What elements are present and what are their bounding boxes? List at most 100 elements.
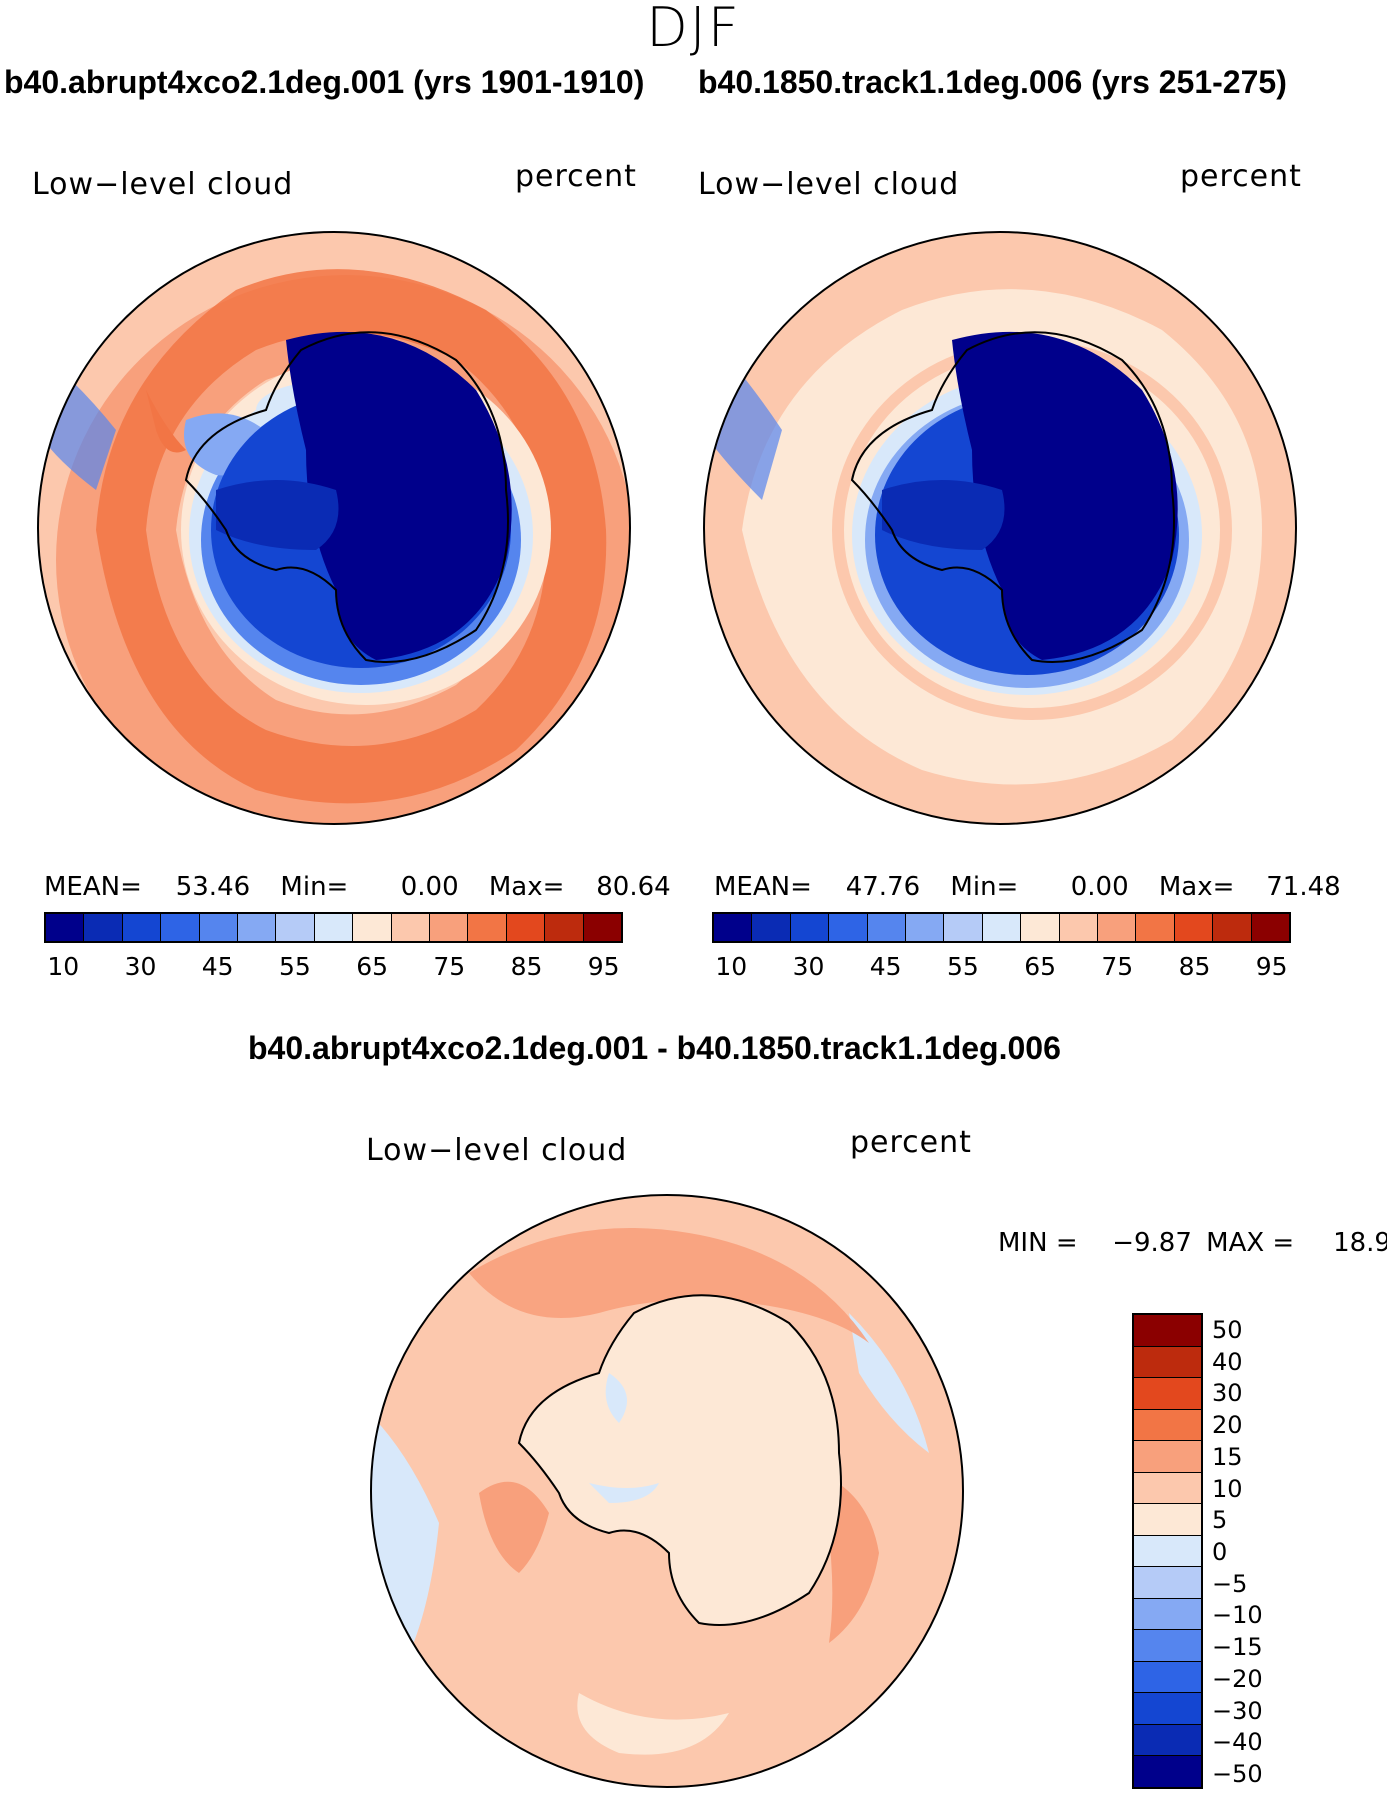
colorbar-tick-label: 30: [1212, 1379, 1243, 1408]
max-label: Max=: [488, 872, 565, 902]
colorbar-swatch: [506, 914, 546, 941]
colorbar-tick-label: 75: [433, 952, 466, 981]
colorbar-swatch: [944, 914, 983, 941]
colorbar-swatch: [1134, 1378, 1201, 1410]
colorbar-tick-label: 10: [47, 952, 80, 981]
colorbar-tick-label: 55: [946, 952, 979, 981]
colorbar-swatch: [1134, 1472, 1201, 1505]
panel-left-units-label: percent: [515, 159, 637, 194]
panel-right-colorbar: [712, 912, 1291, 943]
mean-value: 53.46: [175, 872, 251, 902]
diff-stats: MIN = −9.87 MAX = 18.95: [998, 1228, 1387, 1258]
panel-right-case-title: b40.1850.track1.1deg.006 (yrs 251-275): [698, 64, 1287, 100]
colorbar-swatch: [1134, 1598, 1201, 1631]
diff-title: b40.abrupt4xco2.1deg.001 - b40.1850.trac…: [248, 1030, 1061, 1066]
colorbar-swatch: [867, 914, 907, 941]
colorbar-swatch: [1134, 1724, 1201, 1757]
colorbar-swatch: [122, 914, 162, 941]
colorbar-tick-label: 10: [715, 952, 748, 981]
panel-left-polar-map: [37, 231, 631, 825]
panel-left-colorbar: [44, 912, 623, 943]
colorbar-swatch: [752, 914, 791, 941]
colorbar-swatch: [1136, 914, 1175, 941]
colorbar-swatch: [468, 914, 507, 941]
colorbar-swatch: [1134, 1346, 1201, 1379]
colorbar-swatch: [829, 914, 868, 941]
panel-right-stats: MEAN= 47.76 Min= 0.00 Max= 71.48: [714, 872, 1341, 902]
min-label: Min=: [280, 872, 349, 902]
mean-label: MEAN=: [44, 872, 142, 902]
colorbar-tick-label: 95: [1255, 952, 1288, 981]
panel-right-variable-label: Low−level cloud: [698, 167, 960, 202]
colorbar-swatch: [1134, 1661, 1201, 1694]
colorbar-swatch: [1059, 914, 1099, 941]
colorbar-swatch: [1134, 1567, 1201, 1599]
colorbar-tick-label: −30: [1212, 1696, 1263, 1725]
diff-colorbar: [1132, 1313, 1203, 1789]
panel-right-units-label: percent: [1180, 159, 1302, 194]
panel-right-colorbar-ticks: 10 30 45 55 65 75 85 95: [712, 953, 1291, 983]
max-value: 80.64: [596, 872, 671, 902]
colorbar-swatch: [906, 914, 945, 941]
max-value: 71.48: [1266, 872, 1341, 902]
mean-value: 47.76: [845, 872, 921, 902]
diff-max-label: MAX =: [1206, 1228, 1295, 1258]
colorbar-tick-label: −15: [1212, 1633, 1263, 1662]
colorbar-swatch: [1134, 1535, 1201, 1568]
colorbar-tick-label: 65: [1024, 952, 1056, 981]
diff-variable-label: Low−level cloud: [366, 1133, 628, 1168]
colorbar-swatch: [238, 914, 277, 941]
colorbar-tick-label: −50: [1212, 1760, 1263, 1789]
colorbar-swatch: [1251, 914, 1290, 941]
min-value: 0.00: [400, 872, 459, 902]
colorbar-tick-label: −5: [1212, 1569, 1248, 1598]
colorbar-swatch: [1098, 914, 1137, 941]
diff-max-value: 18.95: [1333, 1228, 1387, 1258]
diff-polar-map: [370, 1194, 964, 1788]
colorbar-swatch: [161, 914, 200, 941]
colorbar-tick-label: 15: [1212, 1442, 1243, 1471]
colorbar-swatch: [314, 914, 354, 941]
colorbar-swatch: [1134, 1630, 1201, 1662]
colorbar-swatch: [84, 914, 123, 941]
colorbar-tick-label: 55: [278, 952, 311, 981]
panel-left-variable-label: Low−level cloud: [32, 167, 294, 202]
colorbar-swatch: [982, 914, 1022, 941]
colorbar-tick-label: 30: [792, 952, 825, 981]
diff-units-label: percent: [850, 1125, 972, 1160]
colorbar-tick-label: 45: [201, 952, 234, 981]
panel-right-polar-map: [703, 231, 1297, 825]
colorbar-tick-label: 85: [1178, 952, 1211, 981]
diff-min-label: MIN =: [998, 1228, 1078, 1258]
min-value: 0.00: [1070, 872, 1129, 902]
colorbar-swatch: [714, 914, 753, 941]
colorbar-swatch: [430, 914, 469, 941]
colorbar-tick-label: 95: [587, 952, 620, 981]
colorbar-tick-label: 75: [1101, 952, 1134, 981]
colorbar-swatch: [545, 914, 584, 941]
colorbar-swatch: [1134, 1315, 1201, 1347]
colorbar-tick-label: 30: [124, 952, 157, 981]
mean-label: MEAN=: [714, 872, 812, 902]
colorbar-swatch: [1174, 914, 1214, 941]
colorbar-swatch: [276, 914, 315, 941]
colorbar-swatch: [1134, 1756, 1201, 1787]
colorbar-swatch: [199, 914, 239, 941]
panel-left-case-title: b40.abrupt4xco2.1deg.001 (yrs 1901-1910): [4, 64, 645, 100]
colorbar-tick-label: 50: [1212, 1315, 1243, 1344]
colorbar-tick-label: 45: [869, 952, 902, 981]
colorbar-swatch: [391, 914, 431, 941]
colorbar-swatch: [1213, 914, 1252, 941]
colorbar-tick-label: 40: [1212, 1347, 1243, 1376]
colorbar-tick-label: −20: [1212, 1664, 1263, 1693]
panel-left-stats: MEAN= 53.46 Min= 0.00 Max= 80.64: [44, 872, 671, 902]
colorbar-swatch: [353, 914, 392, 941]
colorbar-tick-label: 85: [510, 952, 543, 981]
colorbar-tick-label: −10: [1212, 1601, 1263, 1630]
season-title: DJF: [646, 0, 741, 59]
colorbar-tick-label: −40: [1212, 1728, 1263, 1757]
colorbar-swatch: [1134, 1693, 1201, 1725]
colorbar-swatch: [790, 914, 830, 941]
colorbar-tick-label: 10: [1212, 1474, 1243, 1503]
colorbar-tick-label: 5: [1212, 1506, 1228, 1535]
